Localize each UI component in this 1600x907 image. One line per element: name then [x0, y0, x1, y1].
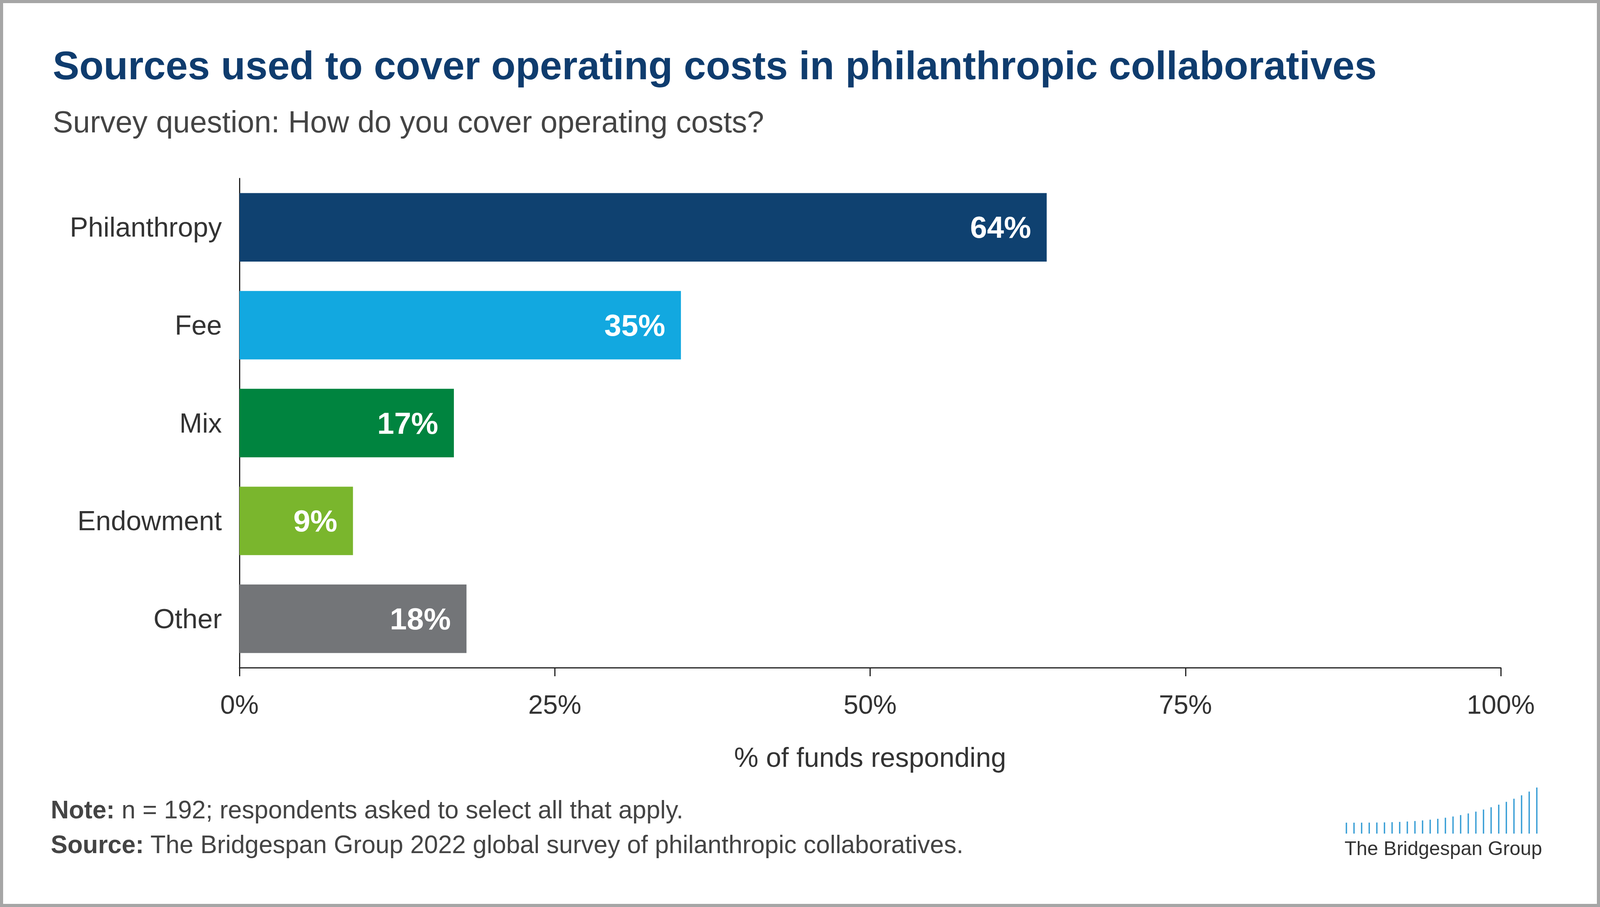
svg-text:Fee: Fee	[174, 310, 222, 341]
svg-text:Philanthropy: Philanthropy	[69, 212, 222, 243]
svg-text:n = 192; respondents asked to: n = 192; respondents asked to select all…	[114, 796, 684, 825]
svg-text:64%: 64%	[969, 210, 1031, 245]
svg-text:0%: 0%	[220, 689, 259, 720]
svg-text:Mix: Mix	[179, 408, 222, 439]
svg-text:50%: 50%	[843, 689, 897, 720]
svg-text:75%: 75%	[1158, 689, 1213, 720]
svg-text:100%: 100%	[1466, 689, 1535, 720]
svg-text:Survey question: How do you co: Survey question: How do you cover operat…	[52, 104, 765, 140]
svg-text:9%: 9%	[293, 503, 338, 539]
svg-text:Source:: Source:	[50, 830, 144, 859]
svg-text:Other: Other	[153, 603, 222, 635]
svg-text:The Bridgespan Group 2022 glob: The Bridgespan Group 2022 global survey …	[143, 830, 964, 859]
svg-text:17%: 17%	[377, 406, 439, 441]
svg-text:25%: 25%	[528, 689, 582, 720]
svg-text:18%: 18%	[389, 601, 451, 637]
svg-text:The Bridgespan Group: The Bridgespan Group	[1344, 837, 1543, 860]
svg-text:35%: 35%	[604, 308, 666, 343]
svg-text:% of funds responding: % of funds responding	[733, 742, 1007, 774]
svg-text:Note:: Note:	[50, 796, 115, 825]
svg-text:Endowment: Endowment	[77, 505, 222, 537]
svg-text:Sources used to cover operatin: Sources used to cover operating costs in…	[52, 43, 1377, 88]
